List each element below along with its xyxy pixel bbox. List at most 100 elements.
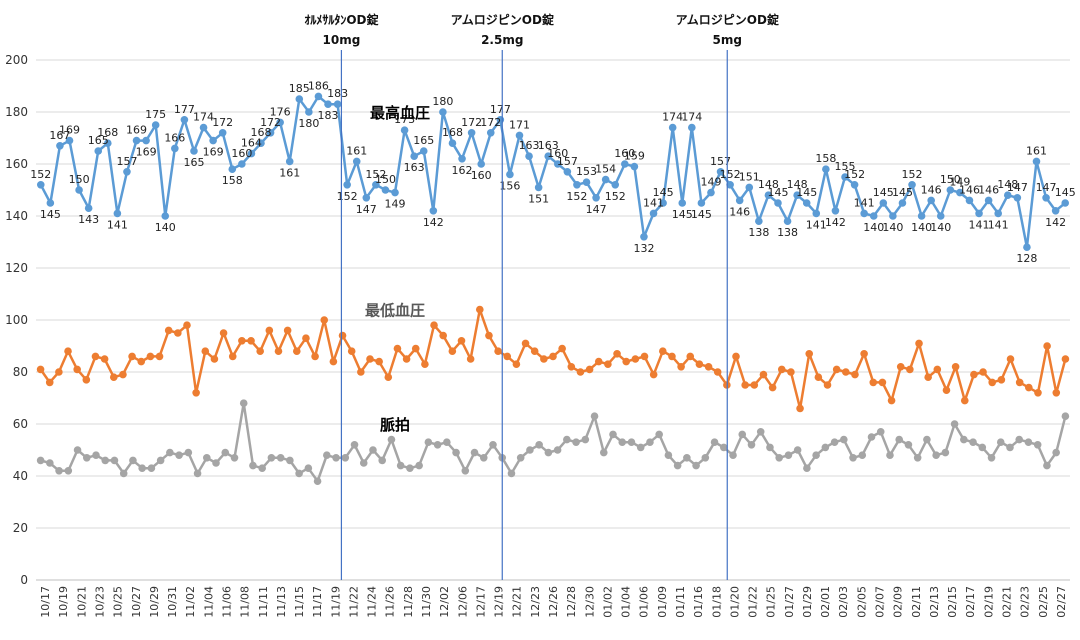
- data-point: [378, 456, 387, 465]
- data-label: 158: [815, 152, 836, 165]
- data-point: [1024, 438, 1033, 447]
- data-label: 143: [78, 213, 99, 226]
- data-point: [768, 383, 777, 392]
- series-1: 最低血圧: [36, 302, 1070, 413]
- data-point: [726, 181, 734, 189]
- data-point: [896, 363, 905, 371]
- data-point: [611, 181, 620, 189]
- data-point: [719, 443, 728, 452]
- data-point: [655, 430, 663, 439]
- data-point: [969, 438, 977, 447]
- annotation-label: アムロジピンOD錠: [676, 12, 779, 27]
- data-label: 163: [519, 139, 540, 152]
- series-2: 脈拍: [36, 399, 1070, 486]
- data-point: [75, 186, 83, 194]
- data-label: 152: [902, 168, 923, 181]
- data-point: [92, 451, 100, 460]
- data-point: [1013, 194, 1022, 202]
- x-tick-label: 10/19: [57, 586, 70, 618]
- data-point: [923, 435, 931, 444]
- data-point: [821, 443, 830, 452]
- data-point: [82, 376, 91, 384]
- data-point: [411, 344, 420, 353]
- x-tick-label: 11/26: [384, 586, 397, 618]
- data-point: [443, 438, 451, 447]
- data-point: [965, 196, 974, 205]
- data-point: [979, 368, 987, 376]
- annotation-label: ｵﾙﾒｻﾙﾀﾝOD錠: [304, 12, 378, 27]
- data-label: 141: [806, 218, 827, 231]
- series-name-label: 最低血圧: [365, 302, 425, 320]
- y-tick-label: 180: [5, 105, 28, 119]
- data-point: [192, 389, 200, 397]
- data-point: [36, 181, 45, 189]
- data-point: [1043, 342, 1051, 350]
- data-point: [997, 376, 1006, 384]
- data-point: [640, 233, 648, 241]
- data-label: 180: [298, 117, 319, 130]
- data-label: 152: [30, 168, 51, 181]
- annotation-label: 10mg: [323, 33, 361, 47]
- data-point: [430, 321, 438, 330]
- x-tick-label: 02/11: [910, 586, 923, 618]
- grid: [36, 59, 1070, 581]
- x-tick-label: 11/06: [220, 586, 233, 618]
- data-point: [895, 435, 904, 444]
- data-point: [851, 370, 859, 379]
- data-label: 163: [404, 161, 425, 174]
- data-point: [201, 347, 210, 356]
- data-point: [357, 368, 365, 376]
- data-point: [585, 365, 594, 374]
- x-tick-label: 11/30: [420, 586, 433, 618]
- data-point: [668, 352, 676, 361]
- data-point: [933, 365, 942, 374]
- data-point: [347, 347, 356, 356]
- data-point: [429, 207, 438, 215]
- y-tick-label: 0: [20, 573, 28, 587]
- data-point: [461, 467, 470, 475]
- data-label: 183: [327, 87, 348, 100]
- data-label: 138: [748, 226, 769, 239]
- data-point: [156, 456, 165, 465]
- data-point: [913, 454, 922, 462]
- data-point: [747, 441, 756, 449]
- data-point: [193, 469, 202, 478]
- data-point: [673, 461, 682, 470]
- data-point: [256, 347, 264, 356]
- data-point: [840, 435, 848, 444]
- data-point: [433, 441, 442, 449]
- data-point: [716, 168, 725, 176]
- data-label: 174: [193, 111, 214, 124]
- data-point: [627, 438, 636, 447]
- data-point: [618, 438, 627, 447]
- data-label: 140: [863, 221, 884, 234]
- data-point: [100, 355, 109, 363]
- data-point: [822, 165, 830, 173]
- data-label: 172: [212, 116, 233, 129]
- data-point: [1052, 389, 1061, 397]
- data-point: [803, 464, 811, 473]
- x-tick-label: 02/03: [837, 586, 850, 618]
- data-point: [924, 373, 932, 382]
- data-point: [142, 136, 150, 145]
- data-point: [783, 217, 792, 225]
- data-point: [646, 438, 654, 447]
- data-point: [477, 160, 485, 168]
- data-point: [960, 435, 968, 444]
- data-point: [265, 326, 274, 335]
- data-point: [710, 438, 719, 447]
- x-axis: 10/17 10/19 10/21 10/23 10/25 10/27 10/29 10/31…: [39, 586, 1068, 618]
- data-point: [563, 168, 572, 176]
- x-tick-label: 12/21: [511, 586, 524, 618]
- data-point: [1061, 412, 1070, 421]
- x-tick-label: 02/09: [892, 586, 905, 618]
- data-label: 169: [203, 146, 224, 159]
- data-point: [439, 331, 447, 340]
- data-point: [766, 443, 774, 452]
- data-label: 152: [605, 190, 626, 203]
- data-point: [119, 469, 128, 478]
- data-label: 156: [499, 179, 520, 192]
- data-point: [849, 454, 857, 462]
- data-point: [350, 441, 359, 449]
- annotations: ｵﾙﾒｻﾙﾀﾝOD錠 10mg アムロジピンOD錠 2.5mg アムロジピンOD錠 5mg: [304, 12, 779, 580]
